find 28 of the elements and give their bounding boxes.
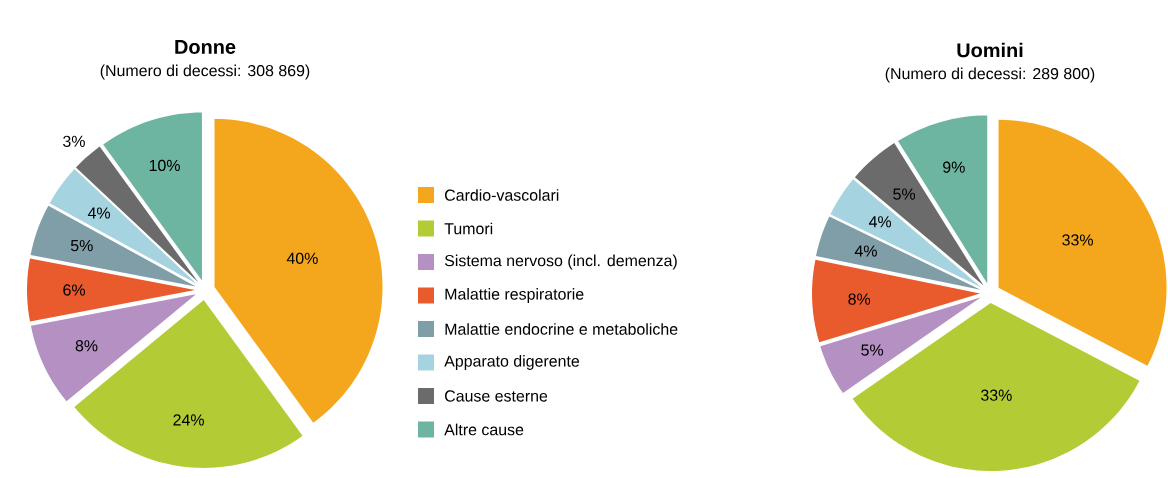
data-label: 33% <box>1062 234 1093 246</box>
legend-label: Malattie endocrine e metaboliche <box>445 323 678 335</box>
legend-label: Cardio-vascolari <box>445 189 559 201</box>
data-label: 4% <box>868 216 892 228</box>
chart-title: Uomini <box>957 42 1023 58</box>
data-label: 33% <box>981 389 1012 401</box>
legend-label: Sistema nervoso (incl. demenza) <box>444 254 677 270</box>
legend-label: Malattie respiratorie <box>445 288 584 303</box>
data-label: 9% <box>943 161 965 173</box>
data-label: 5% <box>861 344 884 356</box>
legend-label: Cause esterne <box>445 390 548 402</box>
data-label: 6% <box>63 284 85 296</box>
data-label: 40% <box>286 252 318 264</box>
chart-subtitle: (Numero di decessi: 308 869) <box>100 64 310 80</box>
data-label: 8% <box>848 293 871 305</box>
data-label: 24% <box>173 414 204 426</box>
data-label: 3% <box>63 135 85 147</box>
data-label: 10% <box>149 159 180 172</box>
chart-subtitle: (Numero di decessi: 289 800) <box>885 67 1095 83</box>
data-label: 4% <box>854 245 877 257</box>
data-label: 4% <box>87 207 111 219</box>
data-label: 5% <box>70 240 93 252</box>
legend-label: Altre cause <box>444 423 524 436</box>
legend-label: Tumori <box>444 222 493 235</box>
chart-title: Donne <box>175 40 236 54</box>
data-label: 8% <box>75 340 98 352</box>
legend-label: Apparato digerente <box>444 355 580 370</box>
data-label: 5% <box>893 188 916 200</box>
